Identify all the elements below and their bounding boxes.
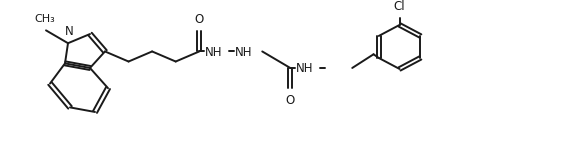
Text: NH: NH [234,46,252,59]
Text: NH: NH [295,62,313,75]
Text: O: O [195,13,204,26]
Text: O: O [285,94,295,107]
Text: CH₃: CH₃ [35,14,55,24]
Text: Cl: Cl [394,0,405,13]
Text: NH: NH [205,46,222,59]
Text: N: N [64,25,74,38]
